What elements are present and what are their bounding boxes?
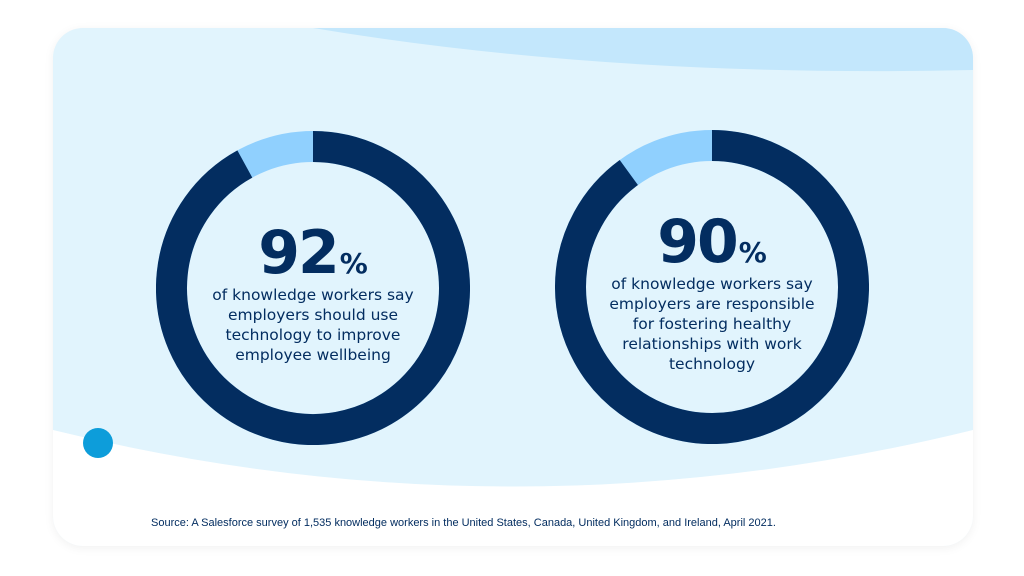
donut-chart-2: 90% of knowledge workers say employers a… (555, 130, 869, 444)
donut-1-caption-line: employers should use (227, 306, 399, 324)
donut-2-svg (555, 130, 869, 444)
donut-1-value: 92% (203, 223, 423, 283)
donut-2-caption-line: employers are responsible (609, 295, 815, 313)
donut-1-caption: of knowledge workers say employers shoul… (203, 285, 423, 365)
donut-2-text: 90% of knowledge workers say employers a… (602, 212, 822, 374)
donut-2-percent: 90 (657, 207, 738, 277)
source-note: Source: A Salesforce survey of 1,535 kno… (151, 517, 776, 529)
donut-1-caption-line: of knowledge workers say (212, 286, 414, 304)
donut-1-caption-line: technology to improve (225, 326, 401, 344)
donut-1-percent-sign: % (339, 247, 368, 280)
donut-1-caption-line: employee wellbeing (235, 346, 391, 364)
donut-2-value-arc (555, 130, 869, 444)
donut-2-caption-line: relationships with work (622, 335, 802, 353)
donut-1-svg (156, 131, 470, 445)
donut-2-percent-sign: % (738, 236, 767, 269)
donut-2-caption-line: of knowledge workers say (611, 275, 813, 293)
donut-1-text: 92% of knowledge workers say employers s… (203, 223, 423, 365)
donut-1-percent: 92 (258, 218, 339, 288)
donut-2-value: 90% (602, 212, 822, 272)
donut-chart-1: 92% of knowledge workers say employers s… (156, 131, 470, 445)
infographic-card: 92% of knowledge workers say employers s… (53, 28, 973, 546)
bottom-wave (53, 430, 973, 546)
donut-1-value-arc (156, 131, 470, 445)
donut-2-caption-line: technology (668, 355, 756, 373)
background-waves (53, 28, 973, 546)
donut-2-caption-line: for fostering healthy (632, 315, 792, 333)
top-wave (313, 28, 973, 72)
accent-dot (83, 428, 113, 458)
donut-2-caption: of knowledge workers say employers are r… (602, 274, 822, 374)
